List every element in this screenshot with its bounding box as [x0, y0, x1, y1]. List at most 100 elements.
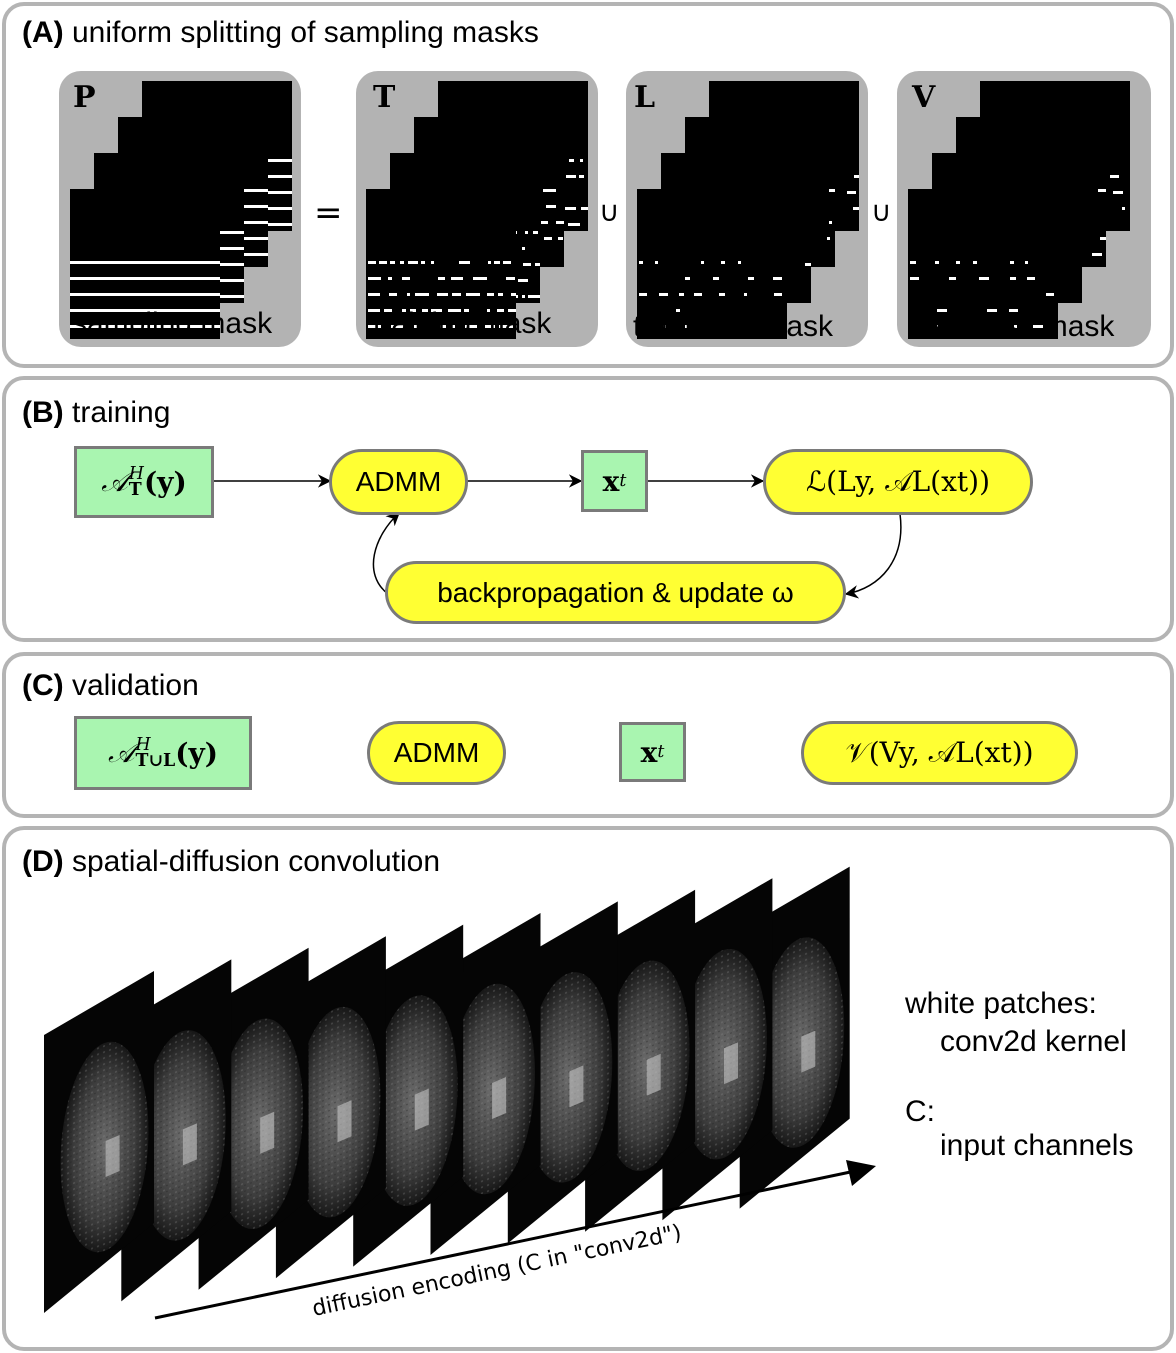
mask-layer-3-0 — [908, 189, 1058, 339]
validation-loss-label: 𝒱(Vy, 𝒜L(xt)) — [845, 736, 1034, 769]
mask-dash-1-0-0-5 — [421, 261, 425, 264]
mask-dash-1-0-3-5 — [431, 309, 442, 312]
mask-dash-2-2-0-1 — [829, 189, 835, 192]
mask-dash-3-2-3-1 — [1100, 237, 1106, 240]
mask-dash-1-3-3-1 — [565, 207, 576, 210]
mask-dash-1-0-3-11 — [508, 309, 516, 312]
mask-letter-v: V — [912, 80, 936, 115]
validation-input-op: 𝒜 — [108, 736, 135, 769]
mask-dash-1-3-0-2 — [580, 159, 583, 162]
mask-dash-3-0-1-3 — [1010, 277, 1016, 280]
mask-line-0-1-2 — [208, 263, 244, 266]
training-backprop-label: backpropagation & update ω — [437, 576, 794, 608]
mask-dash-1-0-2-2 — [407, 293, 410, 296]
mask-dash-1-0-2-4 — [437, 293, 448, 296]
mask-label-l: train loss mask — [633, 310, 834, 343]
mask-dash-2-0-2-0 — [639, 293, 647, 296]
mask-dash-1-0-3-1 — [384, 309, 392, 312]
mask-dash-1-2-0-1 — [543, 189, 556, 192]
mask-line-0-2-3 — [232, 237, 268, 240]
mask-dash-1-0-1-6 — [473, 277, 487, 280]
mask-letter-l: L — [634, 80, 656, 115]
mask-dash-1-1-0-2 — [533, 231, 538, 234]
mask-dash-2-0-0-0 — [639, 261, 643, 264]
mask-dash-1-1-3-1 — [518, 279, 528, 282]
training-input-op: 𝒜 — [101, 465, 128, 498]
mask-line-0-1-3 — [208, 279, 244, 282]
mask-dash-1-0-0-6 — [431, 261, 434, 264]
training-input-box: 𝒜 H T (y) — [74, 446, 214, 518]
panel-c-title-text: validation — [72, 669, 199, 702]
mask-dash-1-0-1-1 — [388, 277, 392, 280]
mask-dash-2-3-2-1 — [847, 191, 856, 194]
mask-dash-1-3-4-1 — [568, 223, 580, 226]
mask-dash-2-0-4-1 — [663, 325, 666, 328]
slice-texture-2 — [215, 1018, 304, 1230]
mask-dash-1-2-2-2 — [556, 221, 564, 224]
mask-dash-1-2-1-1 — [546, 205, 556, 208]
mask-dash-3-0-2-4 — [1046, 293, 1054, 296]
mask-dash-3-0-3-4 — [1009, 309, 1018, 312]
mask-dash-3-0-0-6 — [1025, 261, 1028, 264]
mask-line-0-0-0 — [70, 261, 220, 264]
mask-dash-1-0-3-4 — [422, 309, 428, 312]
mask-line-0-3-1 — [256, 175, 292, 178]
mask-dash-3-2-0-1 — [1098, 189, 1106, 192]
slice-texture-5 — [447, 983, 535, 1195]
kernel-patch-8 — [724, 1042, 738, 1085]
mask-dash-1-0-2-5 — [452, 293, 461, 296]
mask-dash-2-0-0-3 — [701, 261, 704, 264]
mask-letter-p: P — [73, 80, 96, 115]
mask-dash-1-1-4-1 — [522, 295, 525, 298]
mask-dash-1-1-2-1 — [523, 263, 531, 266]
mask-dash-1-0-3-7 — [464, 309, 469, 312]
mask-label-v: valid loss mask — [911, 310, 1115, 343]
mask-dash-1-0-4-8 — [499, 325, 513, 328]
union-sign-1: ∪ — [599, 195, 620, 228]
union-sign-2: ∪ — [871, 195, 892, 228]
slice-texture-3 — [292, 1006, 381, 1218]
mask-dash-1-0-0-12 — [503, 261, 511, 264]
mask-dash-1-1-4-2 — [528, 295, 540, 298]
arrow-b-loss-backprop — [844, 513, 902, 599]
validation-xt-sub: t — [657, 742, 665, 762]
validation-input-box: 𝒜 H T∪L (y) — [74, 716, 252, 790]
mask-dash-3-0-0-3 — [973, 261, 977, 264]
mask-dash-2-0-2-6 — [774, 293, 782, 296]
mask-line-0-2-0 — [232, 189, 268, 192]
training-admm-box: ADMM — [329, 449, 468, 515]
mask-line-0-0-2 — [70, 293, 220, 296]
mask-dash-3-0-0-0 — [910, 261, 916, 264]
mask-dash-1-3-1-1 — [566, 175, 576, 178]
mask-dash-2-0-1-3 — [713, 277, 719, 280]
training-input-sub: T — [128, 480, 142, 500]
slice-texture-8 — [678, 948, 767, 1160]
mask-dash-1-0-0-4 — [408, 261, 418, 264]
panel-d-letter: (D) — [22, 845, 64, 878]
mask-dash-1-3-0-1 — [569, 159, 574, 162]
validation-admm-box: ADMM — [367, 721, 506, 785]
mask-letter-t: T — [373, 80, 396, 115]
mask-dash-1-0-2-9 — [511, 293, 516, 296]
mask-dash-1-0-4-5 — [451, 325, 455, 328]
mask-dash-1-0-0-10 — [488, 261, 491, 264]
mask-dash-3-0-4-5 — [1033, 325, 1043, 328]
mask-dash-2-0-3-1 — [676, 309, 680, 312]
diffusion-axis-arrowhead — [846, 1160, 876, 1186]
panel-c-title: (C) validation — [22, 669, 199, 703]
mask-line-0-1-1 — [208, 247, 244, 250]
validation-input-sub: T∪L — [135, 751, 176, 771]
mask-dash-1-1-2-2 — [535, 263, 540, 266]
mask-dash-1-0-3-10 — [497, 309, 504, 312]
validation-admm-label: ADMM — [393, 737, 480, 768]
mask-dash-2-2-3-1 — [827, 237, 830, 240]
note-conv2d-kernel: conv2d kernel — [940, 1025, 1127, 1058]
mask-label-t: training mask — [373, 307, 552, 340]
mask-dash-1-0-3-9 — [487, 309, 490, 312]
mask-dash-1-0-2-1 — [389, 293, 397, 296]
mask-dash-1-0-3-2 — [402, 309, 406, 312]
mask-line-0-2-2 — [232, 221, 268, 224]
mask-dash-3-0-3-3 — [987, 309, 997, 312]
panel-b-title: (B) training — [22, 396, 170, 430]
